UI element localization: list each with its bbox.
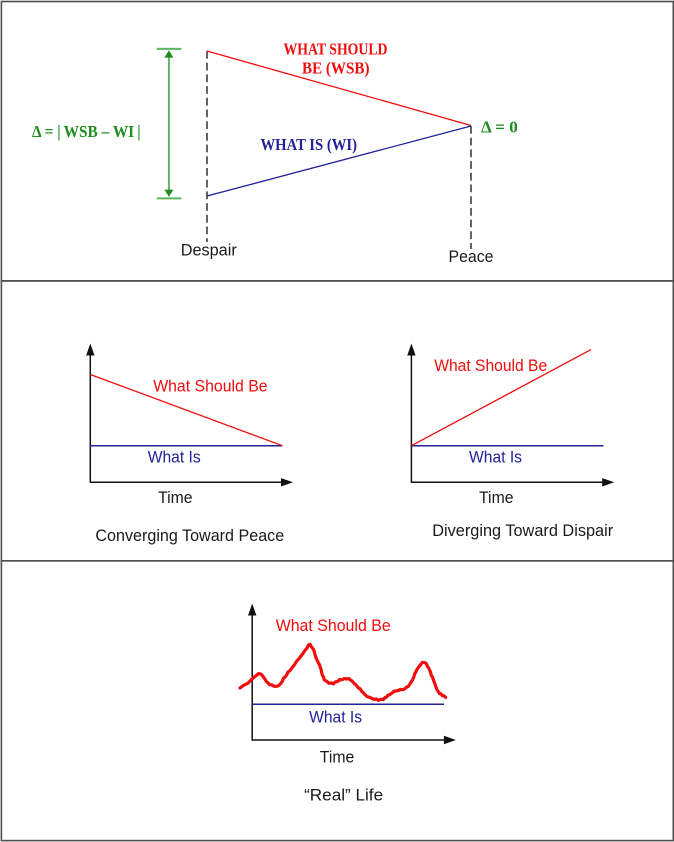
svg-text:What Should Be: What Should Be — [276, 616, 391, 635]
svg-text:What Is: What Is — [309, 708, 362, 727]
svg-text:WHAT SHOULD: WHAT SHOULD — [284, 40, 388, 59]
svg-text:Despair: Despair — [181, 241, 237, 260]
svg-text:What Is: What Is — [469, 448, 522, 467]
svg-text:Time: Time — [158, 488, 193, 507]
svg-text:Diverging Toward Dispair: Diverging Toward Dispair — [432, 521, 613, 540]
svg-text:What Is: What Is — [148, 448, 201, 467]
svg-text:What Should Be: What Should Be — [153, 377, 267, 396]
svg-text:Time: Time — [479, 488, 514, 507]
svg-text:What Should Be: What Should Be — [434, 356, 547, 375]
svg-text:BE (WSB): BE (WSB) — [302, 58, 370, 77]
svg-text:“Real” Life: “Real” Life — [304, 785, 383, 804]
svg-text:Δ = | WSB – WI |: Δ = | WSB – WI | — [32, 122, 141, 141]
svg-text:Converging Toward Peace: Converging Toward Peace — [95, 526, 284, 545]
svg-text:WHAT IS (WI): WHAT IS (WI) — [261, 135, 358, 154]
svg-text:Peace: Peace — [449, 247, 494, 266]
svg-text:Δ = 0: Δ = 0 — [481, 118, 518, 137]
svg-text:Time: Time — [320, 748, 355, 767]
